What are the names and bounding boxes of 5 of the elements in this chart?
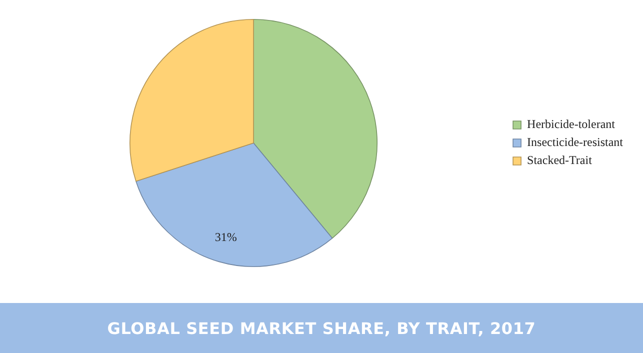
text: GLOBAL SEED MARKET SHARE, BY TRAIT, 2017: [0, 303, 643, 353]
data-label: 31%: [214, 230, 237, 244]
legend-label: Stacked-Trait: [527, 153, 593, 168]
legend-label: Insecticide-resistant: [527, 135, 624, 150]
legend-label: Herbicide-tolerant: [527, 117, 616, 132]
